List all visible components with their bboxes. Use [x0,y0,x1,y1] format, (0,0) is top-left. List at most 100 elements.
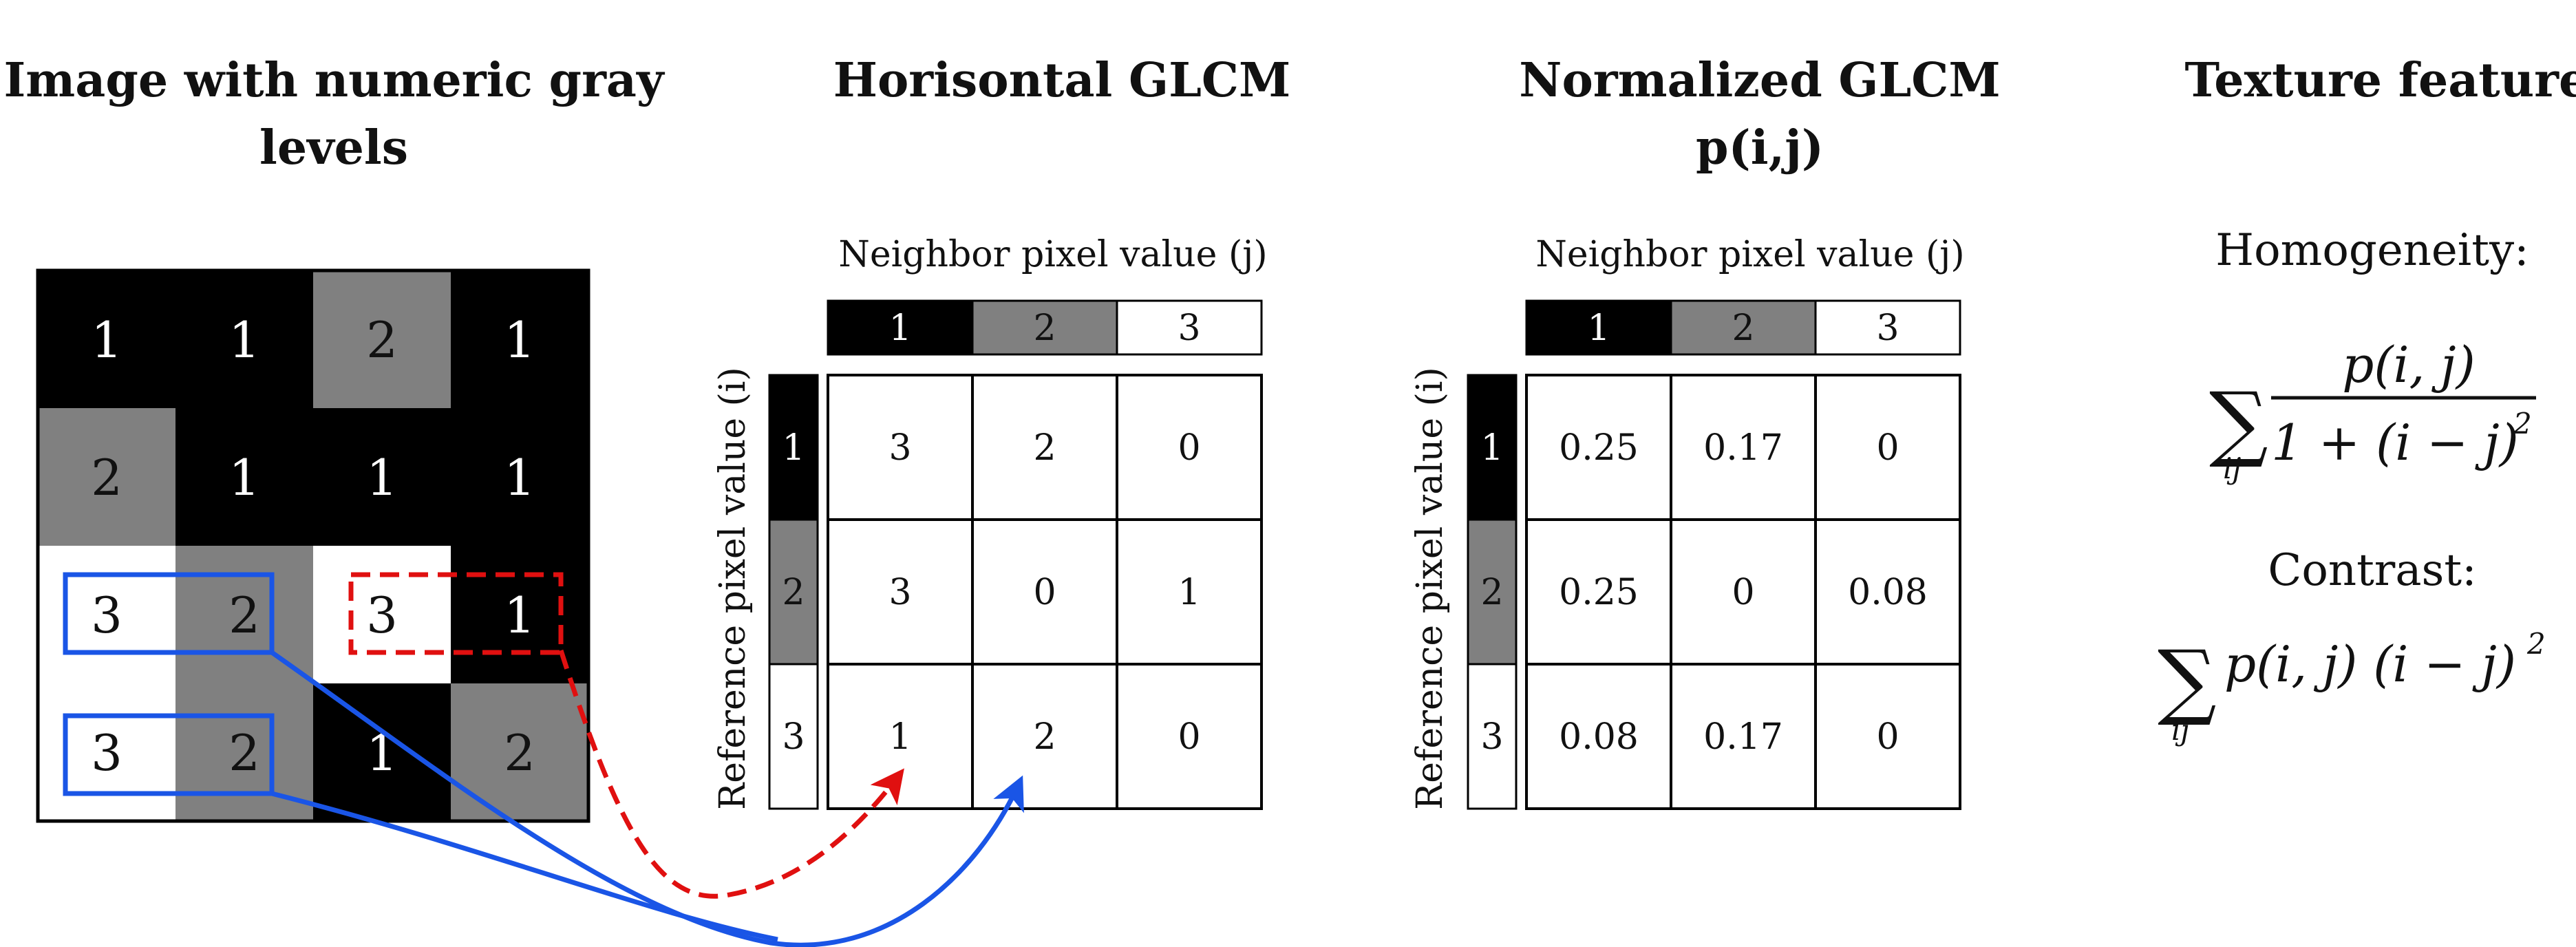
image-cell [313,546,451,683]
image-cell-value: 1 [504,449,535,507]
matrix-cell-value: 2 [1033,716,1056,758]
pair-highlight-row4 [63,713,275,796]
image-cell-value: 2 [228,586,260,644]
image-cell [313,270,451,408]
glcm-matrix: 1 2 3 1 2 3 3 2 0 3 0 1 1 2 0 [768,299,1263,810]
dashed-arrow [558,649,904,899]
matrix-cell-value: 0 [1732,572,1754,613]
row-header-cell [1467,518,1518,666]
column-header-value: 2 [1732,308,1754,349]
image-cell-value: 2 [366,311,398,369]
row-header-value: 1 [782,427,805,469]
image-cell-value: 1 [228,311,260,369]
column-header-cell [1116,299,1263,356]
image-cell-value: 2 [228,724,260,782]
image-cell [451,408,588,546]
image-cell [38,546,175,683]
matrix-cell [1116,374,1263,521]
glcm-neighbor-label: Neighbor pixel value (j) [838,234,1267,275]
matrix-cell-value: 0 [1876,427,1899,469]
image-grid-border [36,268,590,823]
row-header-cell [768,663,819,810]
row-header-value: 2 [1480,572,1503,613]
image-cell-value: 3 [91,586,123,644]
matrix-cell-value: 0.08 [1559,716,1639,758]
image-grid: 1 1 2 12 1 1 13 2 3 13 2 1 2 [38,270,588,821]
matrix-cell-value: 0 [1876,716,1899,758]
matrix-cell [1670,663,1817,810]
matrix-cell [1116,518,1263,666]
matrix-cell-value: 1 [888,716,911,758]
image-title-line1: Image with numeric gray [4,53,666,108]
matrix-cell [1814,663,1961,810]
image-cell [175,270,313,408]
image-cell-value: 2 [91,449,123,507]
image-cell-value: 3 [366,586,398,644]
matrix-cell-value: 0.25 [1559,572,1639,613]
contrast-exponent: 2 [2526,627,2546,661]
homogeneity-numerator: p(i, j) [2342,336,2475,394]
matrix-cell-value: 0.25 [1559,427,1639,469]
image-cell [38,683,175,821]
pair-highlight-row3 [63,572,275,655]
matrix-cell-value: 0.17 [1703,716,1783,758]
matrix-cell-value: 3 [888,572,911,613]
matrix-cell-value: 1 [1178,572,1200,613]
homogeneity-formula: ∑ ij p(i, j) 1 + (i − j) 2 [2209,336,2536,485]
matrix-cell-value: 3 [888,427,911,469]
column-header-cell [1525,299,1672,356]
column-header-cell [827,299,974,356]
matrix-cell-value: 0 [1033,572,1056,613]
matrix-cell [1670,374,1817,521]
row-header-value: 3 [782,716,805,758]
image-cell-value: 1 [504,311,535,369]
image-cell-value: 1 [228,449,260,507]
contrast-formula: ∑ ij p(i, j) (i − j) 2 [2158,627,2546,747]
matrix-cell [1814,374,1961,521]
homogeneity-sum-symbol: ∑ [2209,375,2268,471]
image-cell [175,546,313,683]
solid-arrow-lower [271,791,778,942]
image-title-line2: levels [259,120,408,175]
image-cell-value: 2 [504,724,535,782]
matrix-cell-value: 0 [1178,716,1200,758]
norm-title-line2: p(i,j) [1696,120,1824,175]
image-cell-value: 3 [91,724,123,782]
row-header-cell [1467,663,1518,810]
row-header-value: 3 [1480,716,1503,758]
column-header-value: 1 [1587,308,1610,349]
row-header-cell [768,374,819,521]
column-header-value: 1 [888,308,911,349]
image-cell-value: 1 [504,586,535,644]
image-cell [38,408,175,546]
matrix-cell [827,518,974,666]
matrix-cell [971,374,1118,521]
column-header-value: 3 [1178,308,1200,349]
features-title: Texture features [2184,53,2576,108]
matrix-cell [827,374,974,521]
solid-arrow-upper [270,650,1024,947]
matrix-cell [1525,663,1672,810]
homogeneity-label: Homogeneity: [2215,225,2529,276]
matrix-cell-value: 0.08 [1848,572,1928,613]
glcm-reference-label: Reference pixel value (i) [712,367,754,810]
contrast-sum-index: ij [2171,713,2189,747]
image-cell [451,270,588,408]
homogeneity-denominator: 1 + (i − j) [2271,414,2519,471]
norm-title-line1: Normalized GLCM [1519,53,2000,108]
matrix-cell [1670,518,1817,666]
image-cell [313,408,451,546]
contrast-sum-symbol: ∑ [2158,633,2217,729]
image-cell [38,270,175,408]
norm-neighbor-label: Neighbor pixel value (j) [1535,234,1964,275]
row-header-value: 1 [1480,427,1503,469]
column-header-value: 2 [1033,308,1056,349]
column-header-value: 3 [1876,308,1899,349]
matrix-cell [1116,663,1263,810]
image-cell-value: 1 [366,449,398,507]
image-cell-value: 1 [91,311,123,369]
pair-highlight-dashed [348,572,564,655]
glcm-title: Horisontal GLCM [833,53,1291,108]
row-header-value: 2 [782,572,805,613]
